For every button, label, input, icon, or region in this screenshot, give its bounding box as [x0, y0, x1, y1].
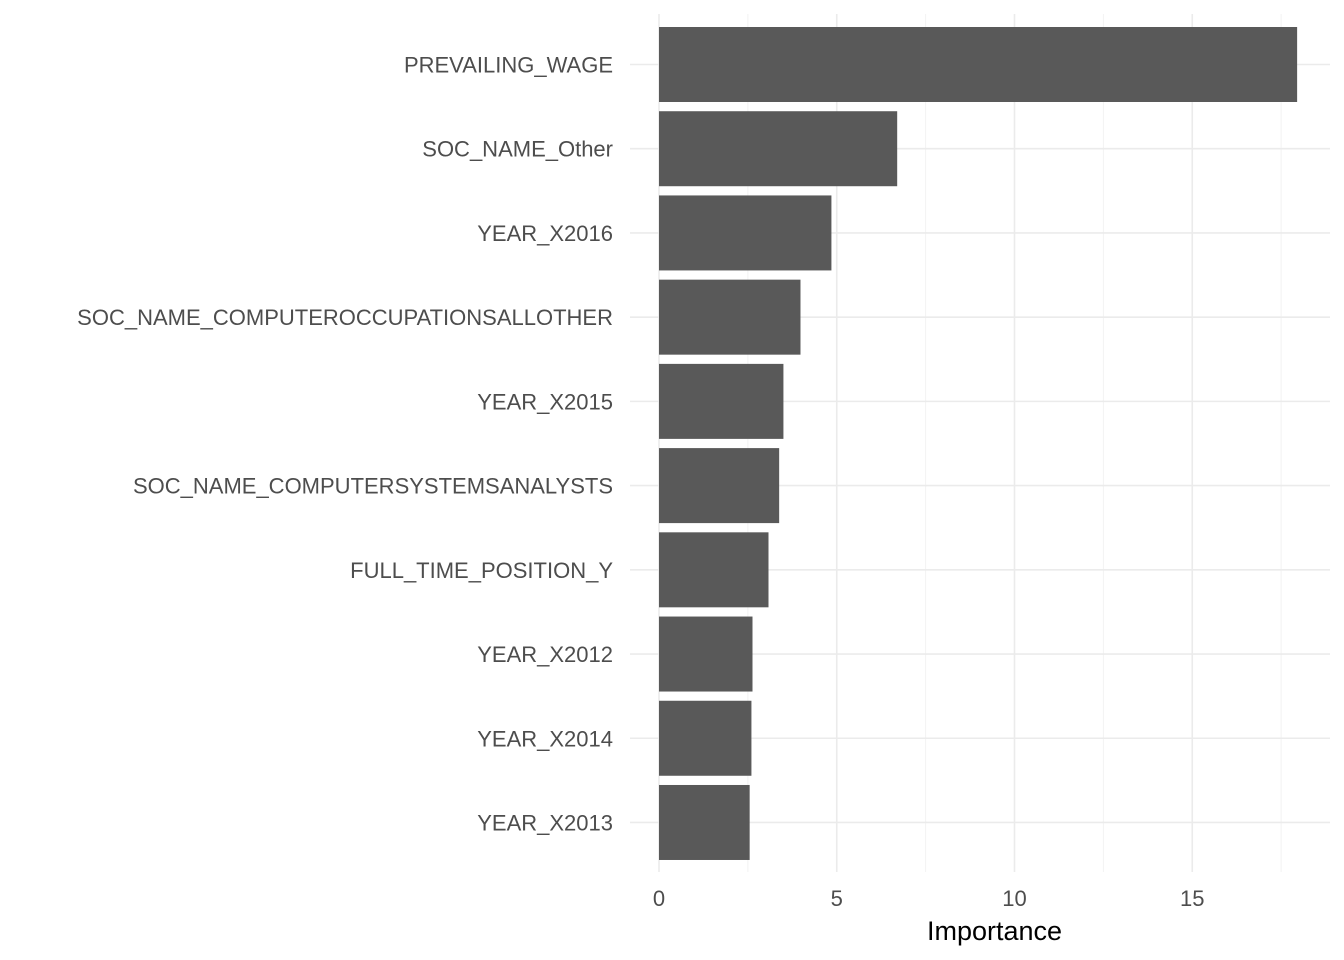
y-tick-label: YEAR_X2016 — [477, 221, 613, 246]
x-tick-label: 5 — [831, 886, 843, 911]
bar-soc-name-other — [659, 111, 898, 187]
bar-year-x2013 — [659, 784, 750, 860]
bar-soc-name-computersystemsanalysts — [659, 448, 780, 524]
x-tick-label: 0 — [653, 886, 665, 911]
y-axis-tick-labels: PREVAILING_WAGE SOC_NAME_Other YEAR_X2016 S… — [77, 53, 613, 836]
bar-full-time-position-y — [659, 532, 769, 608]
y-tick-label: SOC_NAME_COMPUTEROCCUPATIONSALLOTHER — [77, 305, 613, 330]
y-tick-label: YEAR_X2014 — [477, 726, 613, 751]
bar-year-x2016 — [659, 195, 832, 271]
y-tick-label: PREVAILING_WAGE — [404, 53, 613, 78]
y-tick-label: SOC_NAME_Other — [422, 137, 613, 162]
bar-year-x2012 — [659, 616, 753, 692]
x-tick-label: 10 — [1002, 886, 1026, 911]
bars — [659, 27, 1298, 860]
x-tick-label: 15 — [1180, 886, 1204, 911]
bar-year-x2014 — [659, 700, 752, 776]
bar-soc-name-computeroccupationsallother — [659, 279, 801, 355]
x-axis-tick-labels: 0 5 10 15 — [653, 886, 1205, 911]
bar-year-x2015 — [659, 363, 784, 439]
y-tick-label: SOC_NAME_COMPUTERSYSTEMSANALYSTS — [133, 474, 613, 499]
bar-prevailing-wage — [659, 27, 1298, 102]
y-tick-label: FULL_TIME_POSITION_Y — [350, 558, 613, 583]
y-tick-label: YEAR_X2015 — [477, 389, 613, 414]
x-axis-title: Importance — [927, 916, 1062, 946]
y-tick-label: YEAR_X2013 — [477, 810, 613, 835]
y-tick-label: YEAR_X2012 — [477, 642, 613, 667]
